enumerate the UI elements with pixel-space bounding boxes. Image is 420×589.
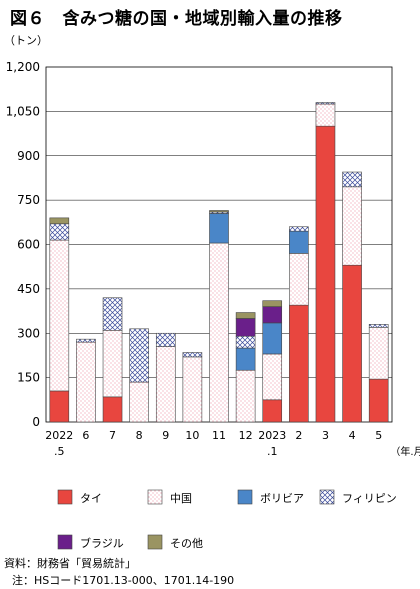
bar-segment	[235, 318, 256, 337]
y-tick-label: 1,050	[6, 104, 40, 118]
bar-segment	[368, 324, 389, 328]
legend-label: ブラジル	[80, 536, 124, 550]
bar-segment	[262, 322, 283, 355]
source-note: 資料：財務省「貿易統計」	[4, 557, 136, 570]
bar-segment	[315, 102, 336, 105]
bar-segment	[235, 369, 256, 423]
x-tick-label: 9	[162, 429, 169, 442]
bar-segment	[262, 300, 283, 307]
x-tick-label: 6	[82, 429, 89, 442]
x-tick-label: .1	[267, 445, 278, 458]
legend-swatch	[147, 489, 163, 505]
bar-segment	[342, 186, 362, 266]
bar-segment	[289, 230, 309, 254]
bar-segment	[262, 399, 283, 423]
bar-segment	[289, 304, 309, 423]
bar-segment	[289, 253, 309, 306]
bar-segment	[102, 396, 123, 423]
x-tick-label: 3	[322, 429, 329, 442]
x-tick-label: 8	[136, 429, 143, 442]
bar-segment	[209, 242, 229, 423]
x-tick-label: 11	[212, 429, 226, 442]
bar-segment	[102, 297, 123, 331]
bar-segment	[289, 226, 309, 232]
bar-segment	[155, 332, 176, 347]
y-tick-label: 600	[17, 238, 40, 252]
legend-swatch	[57, 489, 73, 505]
bar-segment	[262, 306, 283, 324]
x-tick-label: 4	[349, 429, 356, 442]
x-tick-label: 2023	[258, 429, 286, 442]
bar-segment	[49, 217, 70, 225]
bar-segment	[49, 223, 70, 241]
x-axis-unit: （年.月）	[390, 445, 420, 458]
y-tick-label: 900	[17, 149, 40, 163]
bar-segment	[49, 390, 70, 423]
x-tick-label: 12	[239, 429, 253, 442]
y-tick-label: 0	[32, 415, 40, 429]
x-tick-label: 5	[375, 429, 382, 442]
x-tick-label: .5	[54, 445, 65, 458]
bar-segment	[182, 352, 203, 358]
bar-segment	[342, 264, 362, 423]
x-tick-label: 2022	[45, 429, 73, 442]
bar-segment	[76, 338, 96, 343]
x-tick-label: 10	[185, 429, 199, 442]
legend-label: タイ	[80, 492, 102, 505]
bar-segment	[209, 210, 229, 213]
legend-swatch	[319, 489, 335, 505]
legend-label: その他	[170, 537, 203, 550]
chart-title: 図６ 含みつ糖の国・地域別輸入量の推移	[10, 9, 343, 29]
bar-segment	[155, 346, 176, 423]
legend-swatch	[57, 534, 73, 550]
bar-segment	[235, 312, 256, 319]
bar-segment	[368, 327, 389, 380]
legend-swatch	[237, 489, 253, 505]
y-tick-label: 300	[17, 326, 40, 340]
bar-segment	[368, 378, 389, 423]
y-tick-label: 750	[17, 193, 40, 207]
x-tick-label: 7	[109, 429, 116, 442]
y-tick-label: 1,200	[6, 60, 40, 74]
bar-segment	[235, 347, 256, 371]
hs-code-note: 注：HSコード1701.13-000、1701.14-190	[12, 574, 235, 587]
bar-segment	[102, 329, 123, 398]
legend-label: 中国	[170, 492, 192, 505]
legend-label: フィリピン	[342, 492, 397, 505]
bar-segment	[315, 103, 336, 127]
y-tick-label: 150	[17, 371, 40, 385]
bar-segment	[262, 353, 283, 401]
bar-segment	[129, 381, 149, 423]
legend-label: ボリビア	[260, 492, 304, 505]
y-axis-unit: （トン）	[4, 34, 48, 47]
bar-segment	[235, 335, 256, 349]
legend-swatch	[147, 534, 163, 550]
bar-segment	[129, 328, 149, 383]
x-tick-label: 2	[295, 429, 302, 442]
bar-segment	[342, 171, 362, 188]
bar-segment	[209, 213, 229, 244]
bar-segment	[49, 239, 70, 392]
bar-segment	[182, 356, 203, 423]
bar-segment	[76, 341, 96, 423]
bar-segment	[315, 125, 336, 423]
y-tick-label: 450	[17, 282, 40, 296]
